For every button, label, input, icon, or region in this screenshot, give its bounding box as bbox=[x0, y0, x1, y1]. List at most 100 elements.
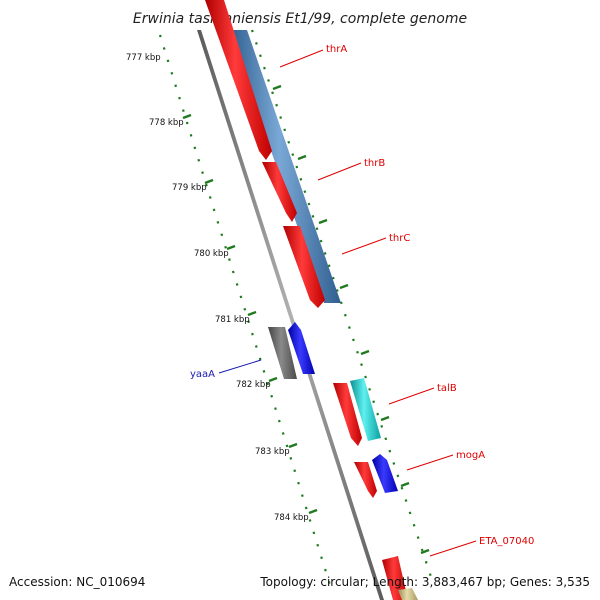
guide-dot bbox=[295, 165, 299, 169]
gene-label-thrB[interactable]: thrB bbox=[364, 158, 385, 169]
label-line-mogA bbox=[406, 454, 454, 471]
guide-major-tick bbox=[360, 349, 370, 356]
ruler-dot bbox=[224, 245, 227, 249]
guide-dot bbox=[331, 276, 335, 280]
guide-dot bbox=[319, 239, 323, 243]
gene-label-ETA_07040[interactable]: ETA_07040 bbox=[479, 536, 534, 547]
ruler-dot bbox=[193, 146, 197, 150]
guide-dot bbox=[267, 79, 270, 82]
ruler-dot bbox=[308, 519, 312, 522]
ruler-tick-label: 780 kbp bbox=[194, 249, 229, 259]
guide-dot bbox=[380, 425, 384, 428]
guide-dot bbox=[254, 42, 258, 45]
guide-dot bbox=[343, 313, 347, 317]
guide-dot bbox=[420, 548, 424, 552]
guide-dot bbox=[428, 573, 432, 577]
guide-major-tick bbox=[400, 481, 410, 488]
label-line-talB bbox=[388, 387, 435, 405]
ruler-dot bbox=[324, 568, 327, 572]
ruler-tick-label: 781 kbp bbox=[215, 315, 250, 325]
guide-major-tick bbox=[339, 283, 349, 290]
cds-thrB bbox=[262, 162, 297, 222]
ruler-dot bbox=[289, 456, 293, 460]
guide-dot bbox=[287, 140, 291, 144]
ruler-dot bbox=[181, 109, 185, 112]
ruler-dot bbox=[293, 469, 297, 473]
ruler-dot bbox=[270, 394, 274, 398]
gene-label-talB[interactable]: talB bbox=[437, 383, 457, 394]
ruler-dot bbox=[178, 96, 181, 100]
label-line-yaaA bbox=[218, 359, 262, 374]
gene-label-yaaA[interactable]: yaaA bbox=[190, 369, 215, 380]
guide-dot bbox=[291, 153, 295, 156]
guide-dot bbox=[339, 301, 343, 305]
ruler-major-tick bbox=[204, 178, 214, 185]
ruler bbox=[158, 34, 331, 584]
guide-dot bbox=[412, 523, 416, 527]
ruler-dot bbox=[220, 233, 224, 237]
guide-dot bbox=[376, 412, 380, 416]
cds-ETA_07040 bbox=[382, 556, 408, 600]
gene-label-thrC[interactable]: thrC bbox=[389, 233, 410, 244]
ruler-dot bbox=[243, 307, 247, 311]
guide-dot bbox=[368, 387, 371, 391]
ruler-dot bbox=[197, 158, 201, 162]
ruler-dot bbox=[205, 183, 208, 187]
gene-label-mogA[interactable]: mogA bbox=[456, 450, 485, 461]
cds-mogA bbox=[354, 462, 377, 498]
guide-dot bbox=[352, 338, 355, 342]
guide-dot bbox=[388, 449, 392, 453]
guide-dot bbox=[356, 350, 359, 354]
ruler-dot bbox=[327, 581, 331, 584]
gene-label-thrA[interactable]: thrA bbox=[326, 44, 347, 55]
guide-dot bbox=[275, 103, 278, 107]
ruler-dot bbox=[158, 34, 162, 38]
ruler-dot bbox=[239, 295, 243, 299]
guide-dot bbox=[283, 128, 287, 132]
ruler-dot bbox=[189, 134, 193, 137]
ruler-dot bbox=[274, 407, 277, 411]
genome-summary-text: Topology: circular; Length: 3,883,467 bp… bbox=[259, 575, 590, 589]
ruler-dot bbox=[251, 332, 254, 336]
feature-ETA_07040-tan bbox=[398, 588, 418, 600]
ruler-tick-label: 778 kbp bbox=[149, 118, 184, 128]
guide-dot bbox=[384, 437, 388, 441]
guide-dot bbox=[307, 202, 311, 206]
feature-talB-cyan bbox=[350, 378, 381, 441]
genome-backbone bbox=[197, 30, 384, 600]
feature-yaaA-blue bbox=[288, 322, 315, 374]
guide-dot bbox=[416, 536, 420, 539]
label-line-ETA_07040 bbox=[429, 540, 477, 557]
ruler-tick-label: 782 kbp bbox=[236, 380, 271, 390]
guide-dot bbox=[400, 486, 404, 490]
guide-dot bbox=[424, 560, 428, 564]
ruler-dot bbox=[162, 47, 166, 50]
label-line-thrB bbox=[317, 162, 362, 181]
guide-dot bbox=[311, 214, 315, 218]
cds-thrA bbox=[205, 0, 272, 160]
gene-track-feature bbox=[229, 30, 341, 303]
ruler-dot bbox=[320, 556, 323, 560]
guide-dot bbox=[408, 511, 412, 515]
cds-talB bbox=[333, 383, 362, 446]
ruler-dot bbox=[247, 320, 250, 324]
ruler-dot bbox=[262, 370, 266, 373]
ruler-dot bbox=[228, 258, 231, 261]
guide-major-tick bbox=[272, 84, 282, 91]
track-guides bbox=[250, 29, 432, 577]
ruler-dot bbox=[235, 283, 239, 286]
guide-dot bbox=[327, 264, 331, 268]
ruler-dot bbox=[174, 84, 178, 88]
ruler-dot bbox=[216, 220, 220, 224]
guide-dot bbox=[347, 326, 351, 329]
ruler-dot bbox=[300, 494, 304, 497]
ruler-dot bbox=[212, 208, 216, 212]
guide-dot bbox=[259, 54, 262, 58]
label-line-thrC bbox=[341, 237, 387, 255]
ruler-dot bbox=[304, 506, 308, 510]
ruler-tick-label: 783 kbp bbox=[255, 447, 290, 457]
ruler-dot bbox=[201, 171, 204, 175]
feature-yaaA-grey bbox=[268, 327, 297, 379]
feature-mogA-blue bbox=[372, 454, 398, 493]
